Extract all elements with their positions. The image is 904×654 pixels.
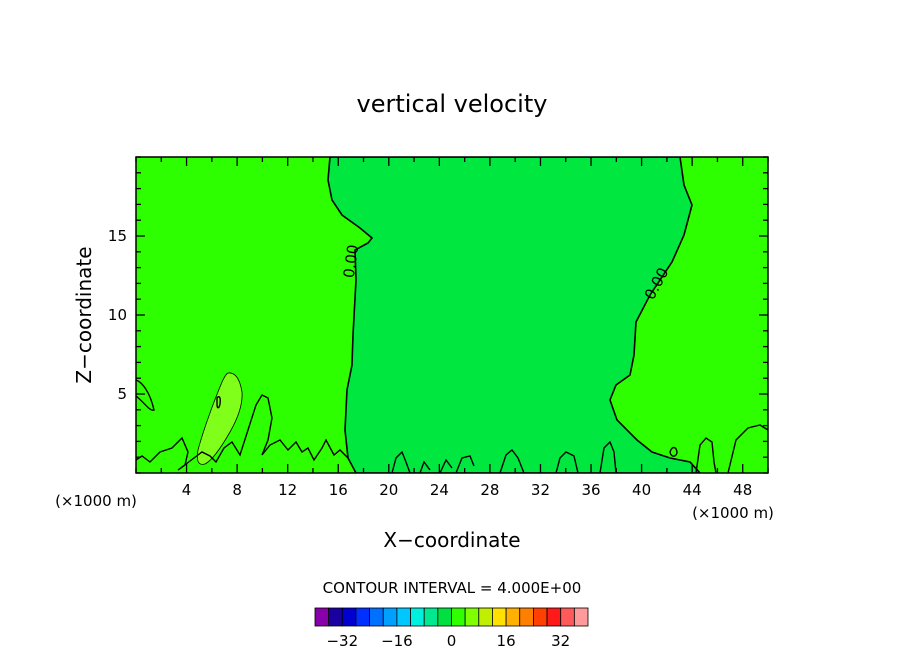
colorbar-swatch bbox=[328, 607, 343, 627]
near-zero-velocity-region bbox=[327, 157, 702, 473]
x-tick-label: 16 bbox=[329, 481, 348, 499]
colorbar-swatch bbox=[355, 607, 371, 627]
small-contour-loop-2 bbox=[216, 395, 221, 409]
y-axis-ticks: 5 10 15 bbox=[108, 156, 768, 474]
x-tick-label: 48 bbox=[733, 481, 752, 499]
bottom-boundary-contour bbox=[136, 394, 768, 473]
colorbar-swatch bbox=[314, 607, 330, 627]
colorbar-swatch bbox=[341, 607, 357, 627]
small-contour-loop bbox=[669, 446, 678, 457]
colorbar-swatch bbox=[505, 607, 521, 627]
colorbar-swatch bbox=[492, 607, 507, 627]
y-axis-label: Z−coordinate bbox=[72, 246, 96, 383]
contour-label-left: 0.00 bbox=[340, 244, 362, 280]
colorbar-swatch bbox=[451, 607, 466, 627]
x-tick-label: 40 bbox=[632, 481, 651, 499]
x-tick-label: 20 bbox=[379, 481, 398, 499]
colorbar-tick-label: 32 bbox=[551, 632, 570, 650]
colorbar-swatch bbox=[533, 607, 548, 627]
colorbar-swatch bbox=[396, 607, 411, 627]
y-tick-label: 5 bbox=[117, 385, 127, 403]
colorbar-swatch bbox=[423, 607, 439, 627]
colorbar-swatch bbox=[410, 607, 425, 627]
x-axis-label: X−coordinate bbox=[383, 528, 520, 552]
colorbar-swatch bbox=[546, 607, 562, 627]
colorbar-tick-label: 16 bbox=[497, 632, 516, 650]
colorbar-tick-label: −16 bbox=[381, 632, 413, 650]
colorbar-swatch bbox=[560, 607, 575, 627]
x-tick-label: 44 bbox=[683, 481, 702, 499]
y-tick-label: 10 bbox=[108, 306, 127, 324]
x-tick-label: 8 bbox=[232, 481, 242, 499]
chart-title: vertical velocity bbox=[357, 90, 548, 118]
colorbar-tick-label: 0 bbox=[447, 632, 457, 650]
colorbar-swatch bbox=[519, 607, 534, 627]
updraft-region bbox=[196, 372, 243, 465]
y-tick-label: 15 bbox=[108, 227, 127, 245]
x-unit-right: (×1000 m) bbox=[692, 504, 774, 522]
colorbar bbox=[314, 607, 589, 627]
contour-interval-text: CONTOUR INTERVAL = 4.000E+00 bbox=[323, 579, 582, 597]
colorbar-swatch bbox=[382, 607, 398, 627]
x-tick-label: 32 bbox=[531, 481, 550, 499]
left-edge-contour bbox=[136, 379, 155, 411]
colorbar-swatch bbox=[464, 607, 480, 627]
x-tick-label: 36 bbox=[581, 481, 600, 499]
x-tick-label: 12 bbox=[278, 481, 297, 499]
contour-plot-area bbox=[136, 157, 768, 473]
x-tick-label: 28 bbox=[480, 481, 499, 499]
colorbar-tick-label: −32 bbox=[326, 632, 358, 650]
x-axis-ticks: 4 8 12 16 20 24 28 32 36 40 44 48 bbox=[135, 157, 769, 499]
colorbar-swatch bbox=[369, 607, 384, 627]
x-tick-label: 4 bbox=[182, 481, 192, 499]
x-unit-left: (×1000 m) bbox=[55, 492, 137, 510]
colorbar-swatch bbox=[437, 607, 452, 627]
x-tick-label: 24 bbox=[430, 481, 449, 499]
colorbar-tick-labels: −32 −16 0 16 32 bbox=[326, 632, 570, 650]
colorbar-swatch bbox=[478, 607, 493, 627]
colorbar-swatch bbox=[573, 607, 589, 627]
